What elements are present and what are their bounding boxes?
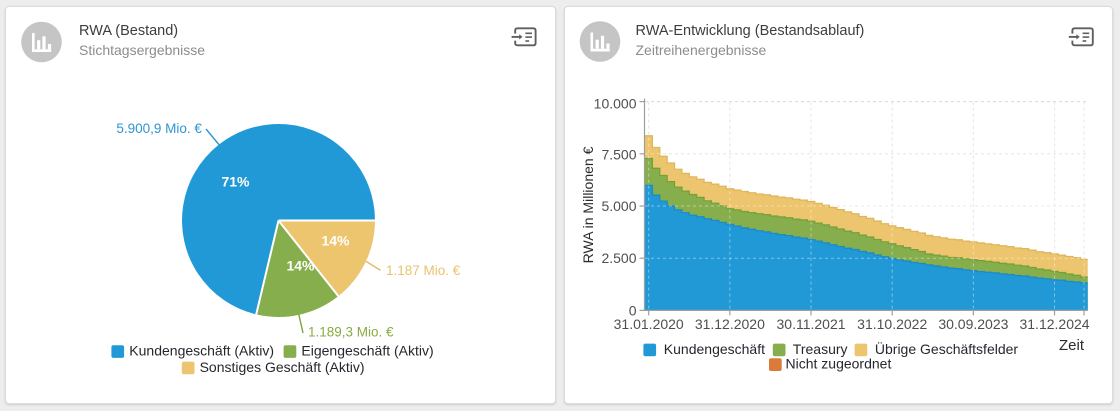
svg-text:RWA in Millionen €: RWA in Millionen € xyxy=(580,146,596,263)
svg-text:31.12.2020: 31.12.2020 xyxy=(695,316,765,332)
svg-text:7.500: 7.500 xyxy=(601,146,636,162)
svg-text:14%: 14% xyxy=(286,258,315,274)
svg-text:Kundengeschäft: Kundengeschäft xyxy=(664,341,765,357)
svg-text:31.01.2020: 31.01.2020 xyxy=(614,316,684,332)
svg-text:71%: 71% xyxy=(221,174,250,190)
svg-text:1.187 Mio. €: 1.187 Mio. € xyxy=(386,263,461,278)
svg-text:2.500: 2.500 xyxy=(601,250,636,266)
svg-text:30.09.2023: 30.09.2023 xyxy=(938,316,1008,332)
svg-text:Eigengeschäft (Aktiv): Eigengeschäft (Aktiv) xyxy=(301,343,433,359)
svg-text:RWA-Entwicklung (Bestandsablau: RWA-Entwicklung (Bestandsablauf) xyxy=(636,23,865,39)
svg-text:14%: 14% xyxy=(321,232,350,248)
svg-text:30.11.2021: 30.11.2021 xyxy=(777,316,846,332)
svg-text:Übrige Geschäftsfelder: Übrige Geschäftsfelder xyxy=(875,340,1019,357)
svg-text:Zeit: Zeit xyxy=(1059,337,1085,354)
svg-text:5.000: 5.000 xyxy=(601,198,636,214)
svg-text:0: 0 xyxy=(629,302,637,318)
svg-text:Treasury: Treasury xyxy=(793,341,848,357)
svg-text:31.12.2024: 31.12.2024 xyxy=(1019,316,1089,332)
svg-text:RWA (Bestand): RWA (Bestand) xyxy=(79,23,178,39)
svg-text:Kundengeschäft (Aktiv): Kundengeschäft (Aktiv) xyxy=(129,343,274,359)
svg-text:31.10.2022: 31.10.2022 xyxy=(857,316,927,332)
svg-text:Sonstiges Geschäft (Aktiv): Sonstiges Geschäft (Aktiv) xyxy=(200,359,365,375)
svg-text:Zeitreihenergebnisse: Zeitreihenergebnisse xyxy=(636,42,767,58)
svg-text:1.189,3 Mio. €: 1.189,3 Mio. € xyxy=(308,325,394,340)
svg-text:Stichtagsergebnisse: Stichtagsergebnisse xyxy=(79,42,205,58)
svg-text:Nicht zugeordnet: Nicht zugeordnet xyxy=(786,356,892,372)
svg-text:10.000: 10.000 xyxy=(594,96,637,112)
svg-text:5.900,9 Mio. €: 5.900,9 Mio. € xyxy=(116,121,202,136)
